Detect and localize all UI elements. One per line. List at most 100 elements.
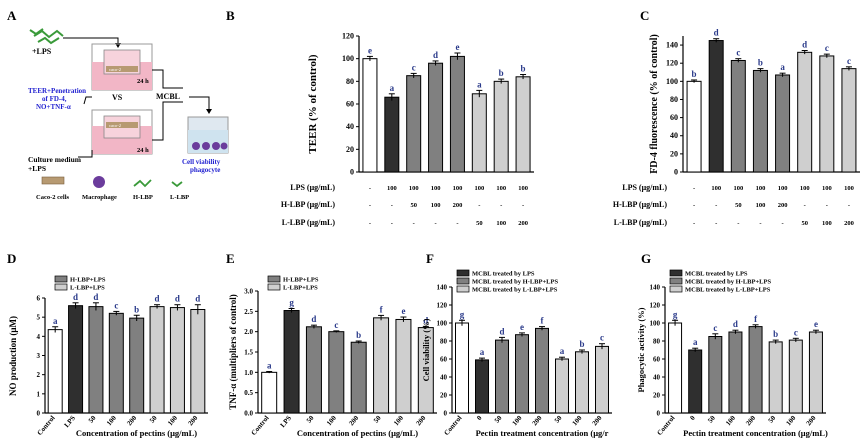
- treatment-cell: 100: [518, 185, 528, 192]
- panel-label-g: G: [641, 251, 651, 266]
- y-tick-label: 60: [670, 113, 678, 122]
- x-tick-label: LPS: [279, 414, 293, 429]
- culture-label-1: Culture medium: [28, 155, 82, 164]
- significance-letter: d: [73, 292, 78, 302]
- x-tick-label: 200: [186, 414, 199, 428]
- y-tick-label: 0: [444, 410, 448, 418]
- y-tick-label: 3.0: [244, 288, 253, 296]
- y-tick-label: 1.0: [244, 369, 253, 377]
- bar: [149, 306, 165, 414]
- caco-text-bottom: caco-2: [109, 123, 121, 128]
- x-tick-label: 200: [414, 414, 427, 428]
- arrow-24h-top: [152, 69, 183, 89]
- treatment-cell: 200: [778, 202, 788, 209]
- x-tick-label: 50: [706, 414, 717, 425]
- significance-letter: e: [520, 322, 524, 332]
- x-tick-label: 50: [493, 414, 504, 425]
- y-axis-label: FD-4 fluorescence (% of control): [649, 34, 660, 174]
- significance-letter: c: [334, 320, 338, 330]
- y-tick-label: 120: [342, 32, 354, 41]
- x-tick-label: 50: [305, 414, 316, 425]
- y-tick-label: 100: [650, 320, 661, 328]
- y-tick-label: 40: [653, 374, 661, 382]
- bar: [575, 351, 589, 414]
- legend-label: L-LBP+LPS: [70, 285, 105, 292]
- x-tick-label: 50: [767, 414, 778, 425]
- treatment-cell: 100: [496, 220, 506, 227]
- y-axis-label: TEER (% of control): [307, 54, 319, 153]
- bar: [752, 69, 768, 173]
- caco-text-top: caco-2: [109, 67, 121, 72]
- panel-label-a: A: [7, 8, 17, 23]
- significance-letter: e: [401, 306, 405, 316]
- treatment-cell: -: [500, 202, 502, 209]
- treatment-cell: 100: [711, 185, 721, 192]
- bar: [515, 334, 529, 414]
- x-tick-label: Control: [656, 414, 677, 437]
- significance-letter: c: [736, 48, 740, 58]
- significance-letter: b: [758, 58, 763, 68]
- bar: [495, 339, 509, 414]
- treatment-cell: -: [456, 220, 458, 227]
- treatment-row-label: H-LBP (μg/mL): [613, 200, 667, 209]
- legend-swatch: [267, 275, 281, 283]
- y-tick-label: 100: [342, 54, 354, 63]
- bar: [350, 341, 367, 414]
- bar: [595, 345, 609, 414]
- treatment-cell: -: [369, 202, 371, 209]
- arrow-24h-bottom: [152, 101, 183, 141]
- treatment-cell: -: [391, 202, 393, 209]
- treatment-cell: -: [804, 202, 806, 209]
- significance-letter: c: [794, 327, 798, 337]
- treatment-cell: 50: [801, 220, 808, 227]
- arrow-culture: [78, 150, 93, 158]
- treatment-row-label: L-LBP (μg/mL): [614, 218, 668, 227]
- macrophage-legend-label: Macrophage: [82, 194, 117, 201]
- bar: [129, 317, 145, 414]
- treatment-row-label: LPS (μg/mL): [290, 183, 335, 192]
- x-tick-label: 50: [372, 414, 383, 425]
- bar: [668, 322, 683, 414]
- treatment-cell: 100: [756, 185, 766, 192]
- y-tick-label: 80: [670, 95, 678, 104]
- y-tick-label: 0: [674, 168, 678, 177]
- arrow-to-teer: [83, 96, 92, 105]
- treatment-cell: 100: [756, 202, 766, 209]
- legend-swatch: [267, 283, 281, 291]
- treatment-cell: 100: [778, 185, 788, 192]
- treatment-cell: -: [826, 202, 828, 209]
- bar: [373, 317, 390, 414]
- x-tick-label: 50: [148, 414, 159, 425]
- significance-letter: a: [480, 347, 485, 357]
- y-tick-label: 40: [440, 374, 448, 382]
- viability-label-1: Cell viability: [182, 158, 221, 166]
- significance-letter: b: [692, 69, 697, 79]
- transwell-bottom: caco-2: [91, 109, 153, 155]
- treatment-cell: -: [391, 220, 393, 227]
- label-24h-top: 24 h: [137, 78, 149, 85]
- y-tick-label: 80: [346, 77, 354, 86]
- mcbl-label: MCBL: [156, 92, 180, 101]
- significance-letter: a: [390, 83, 395, 93]
- bar: [728, 331, 743, 414]
- significance-letter: e: [368, 45, 372, 55]
- legend-label: MCBL treated by H-LBP+LPS: [685, 279, 771, 286]
- significance-letter: d: [93, 292, 98, 302]
- bar: [708, 336, 723, 414]
- x-tick-label: 50: [553, 414, 564, 425]
- treatment-cell: -: [369, 185, 371, 192]
- bar: [261, 371, 278, 414]
- chart-panel-g: G 0 20 40 60 80 100 120 140 Phagocytic activity (…: [636, 251, 828, 438]
- bar: [775, 74, 791, 173]
- x-tick-label: 200: [347, 414, 360, 428]
- treatment-cell: -: [848, 202, 850, 209]
- x-axis-label: Concentration of pectins (μg/mL): [297, 428, 418, 438]
- significance-letter: b: [499, 68, 504, 78]
- bar: [748, 326, 763, 414]
- y-tick-label: 20: [440, 392, 448, 400]
- legend-swatch: [54, 275, 68, 283]
- panel-label-f: F: [426, 251, 434, 266]
- bar: [283, 310, 300, 414]
